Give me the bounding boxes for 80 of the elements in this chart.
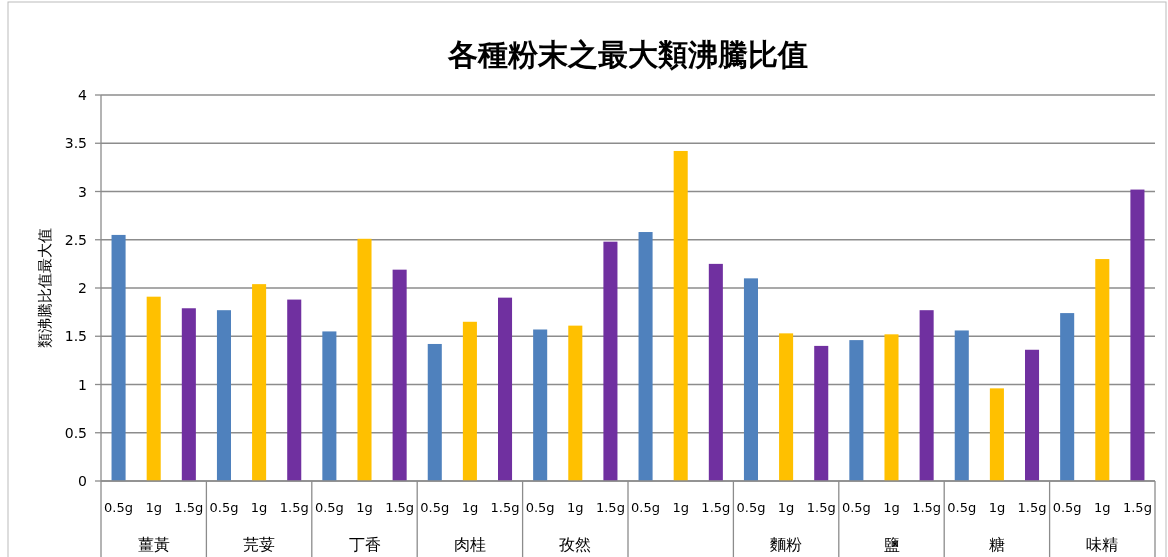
bar bbox=[392, 269, 407, 481]
chart-title: 各種粉末之最大類沸騰比值 bbox=[447, 37, 808, 72]
bar bbox=[603, 241, 618, 481]
text: 1.5g bbox=[174, 500, 204, 515]
y-tick-label: 3.5 bbox=[64, 135, 87, 152]
text: 1g bbox=[672, 500, 689, 515]
x-tick-label: 味精 bbox=[1086, 535, 1119, 554]
text: 0.5g bbox=[209, 500, 239, 515]
x-tick-label: 麵粉 bbox=[770, 535, 803, 554]
bar bbox=[287, 299, 302, 481]
bar bbox=[181, 308, 196, 481]
text: 0.5g bbox=[736, 500, 766, 515]
bar bbox=[814, 345, 829, 481]
text: 1.5g bbox=[279, 500, 309, 515]
series-label: 1g bbox=[145, 500, 162, 515]
bar bbox=[427, 343, 442, 481]
x-tick-label: 薑黃 bbox=[137, 535, 170, 554]
bar bbox=[462, 321, 477, 481]
y-tick-label: 1 bbox=[78, 376, 87, 393]
x-tick-label: 糖 bbox=[988, 535, 1005, 554]
text: 0.5g bbox=[841, 500, 871, 515]
bar bbox=[1025, 349, 1040, 481]
bar bbox=[708, 263, 723, 481]
bar bbox=[568, 325, 583, 481]
bar bbox=[111, 234, 126, 481]
x-tick-label: 丁香 bbox=[348, 535, 381, 554]
bar bbox=[884, 334, 899, 481]
text: 0.5g bbox=[1052, 500, 1082, 515]
text: 1g bbox=[1094, 500, 1111, 515]
y-tick-label: 2.5 bbox=[64, 231, 87, 248]
y-tick-label: 0 bbox=[78, 473, 87, 489]
x-tick-label: 孜然 bbox=[559, 535, 592, 554]
bar bbox=[849, 340, 864, 481]
text: 1g bbox=[461, 500, 479, 515]
bar bbox=[146, 296, 161, 481]
text: 1g bbox=[883, 500, 900, 515]
text: 1.5g bbox=[490, 500, 520, 515]
bar bbox=[954, 330, 969, 481]
y-tick-label: 4 bbox=[78, 87, 88, 103]
text: 0.5g bbox=[104, 500, 134, 515]
bar bbox=[989, 388, 1004, 481]
text: 1g bbox=[356, 500, 373, 515]
text: 0.5g bbox=[631, 500, 661, 515]
bar bbox=[533, 329, 548, 481]
y-tick-label: 2 bbox=[78, 280, 87, 296]
series-label: 1.5g bbox=[595, 500, 625, 515]
text: 0.5g bbox=[947, 500, 977, 515]
text: 1g bbox=[250, 500, 268, 515]
x-tick-label: 鹽 bbox=[883, 535, 900, 554]
bar bbox=[638, 232, 653, 481]
y-tick-label: 3 bbox=[78, 183, 87, 200]
bar bbox=[779, 333, 794, 481]
text: 0.5g bbox=[314, 500, 344, 515]
text: 1.5g bbox=[1017, 500, 1047, 515]
bar bbox=[216, 310, 231, 481]
bar bbox=[322, 331, 337, 481]
text: 1.5g bbox=[806, 500, 836, 515]
x-tick-label: 芫荽 bbox=[243, 535, 276, 554]
text: 1.5g bbox=[912, 500, 942, 515]
x-tick-label: 肉桂 bbox=[453, 535, 486, 554]
text: 1g bbox=[988, 500, 1006, 515]
text: 1.5g bbox=[1122, 500, 1152, 515]
text: 1.5g bbox=[701, 500, 731, 515]
y-tick-label: 0.5 bbox=[64, 424, 87, 441]
y-axis-title: 類沸騰比值最大值 bbox=[36, 228, 54, 348]
bar bbox=[673, 150, 688, 481]
y-tick-label: 1.5 bbox=[64, 328, 87, 345]
text: 0.5g bbox=[420, 500, 450, 515]
bar bbox=[919, 310, 934, 481]
bar bbox=[1130, 189, 1145, 481]
series-label: 0.5g bbox=[525, 500, 555, 515]
bar bbox=[743, 278, 758, 481]
bar bbox=[252, 284, 267, 481]
bar bbox=[1060, 313, 1075, 481]
text: 1g bbox=[567, 500, 584, 515]
text: 1g bbox=[777, 500, 795, 515]
bar bbox=[498, 297, 513, 481]
text: 1.5g bbox=[385, 500, 415, 515]
bar bbox=[1095, 259, 1110, 481]
bar bbox=[357, 238, 372, 481]
